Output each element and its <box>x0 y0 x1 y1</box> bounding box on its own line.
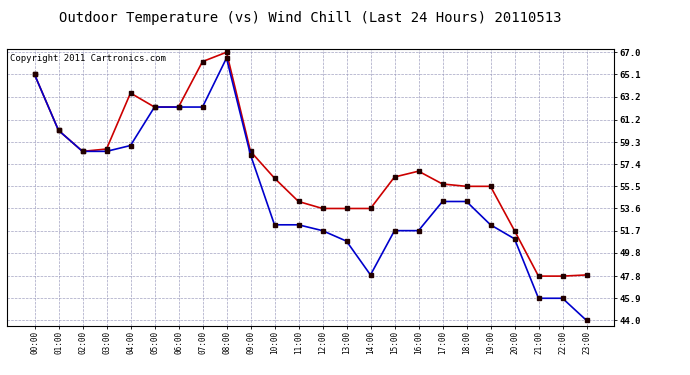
Text: Copyright 2011 Cartronics.com: Copyright 2011 Cartronics.com <box>10 54 166 63</box>
Text: Outdoor Temperature (vs) Wind Chill (Last 24 Hours) 20110513: Outdoor Temperature (vs) Wind Chill (Las… <box>59 11 562 25</box>
